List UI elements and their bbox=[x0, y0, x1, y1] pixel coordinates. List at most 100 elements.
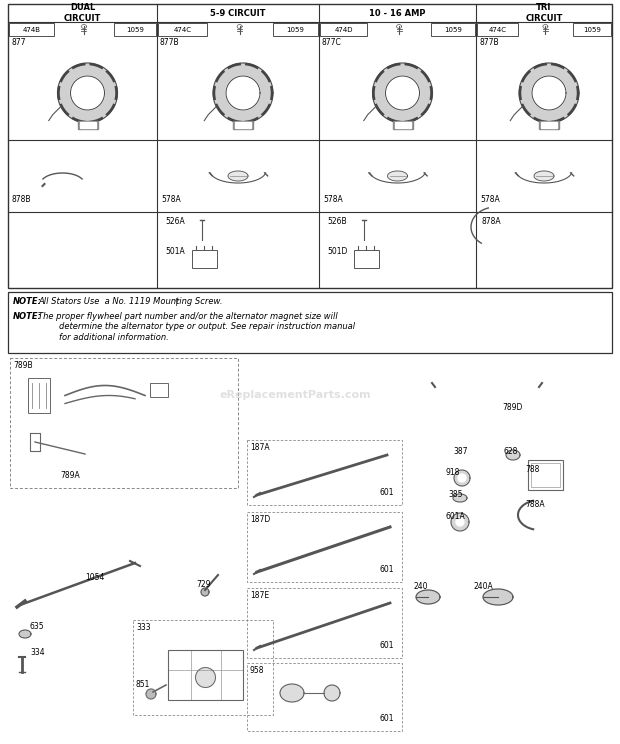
Polygon shape bbox=[458, 474, 466, 482]
Polygon shape bbox=[78, 121, 97, 129]
Polygon shape bbox=[483, 589, 513, 605]
Polygon shape bbox=[541, 122, 557, 128]
Polygon shape bbox=[416, 590, 440, 604]
Text: 601A: 601A bbox=[445, 512, 465, 521]
Text: 877: 877 bbox=[11, 38, 25, 47]
Text: TRI
CIRCUIT: TRI CIRCUIT bbox=[525, 3, 563, 23]
Bar bbox=[477, 23, 518, 36]
Polygon shape bbox=[539, 121, 559, 129]
Polygon shape bbox=[386, 76, 420, 110]
Text: 1059: 1059 bbox=[583, 27, 601, 33]
Text: 385: 385 bbox=[448, 490, 463, 499]
Bar bbox=[247, 512, 402, 582]
Bar bbox=[320, 23, 367, 36]
Text: 851: 851 bbox=[136, 680, 151, 689]
Polygon shape bbox=[233, 121, 253, 129]
Text: 474D: 474D bbox=[334, 27, 353, 33]
Text: 958: 958 bbox=[250, 666, 265, 675]
Text: 601: 601 bbox=[380, 488, 394, 497]
Bar bbox=[114, 23, 156, 36]
Text: 635: 635 bbox=[30, 622, 45, 631]
Text: eReplacementParts.com: eReplacementParts.com bbox=[219, 390, 371, 400]
Bar bbox=[133, 620, 273, 715]
Text: 187E: 187E bbox=[250, 591, 269, 600]
Text: 240: 240 bbox=[413, 582, 428, 591]
Text: 788A: 788A bbox=[525, 500, 544, 509]
Polygon shape bbox=[195, 667, 216, 687]
Bar bbox=[9, 23, 54, 36]
Text: 187A: 187A bbox=[250, 443, 270, 452]
Text: 501A: 501A bbox=[165, 247, 185, 256]
Polygon shape bbox=[324, 685, 340, 701]
Text: 187D: 187D bbox=[250, 515, 270, 524]
Bar bbox=[10, 358, 238, 488]
Text: 628: 628 bbox=[503, 447, 517, 456]
Text: NOTE:: NOTE: bbox=[13, 312, 42, 321]
Polygon shape bbox=[534, 171, 554, 181]
Text: 334: 334 bbox=[30, 648, 45, 657]
Bar bbox=[247, 663, 402, 731]
Bar bbox=[354, 250, 379, 268]
Polygon shape bbox=[456, 518, 464, 526]
Bar bbox=[168, 650, 243, 700]
Text: 601: 601 bbox=[380, 714, 394, 723]
Polygon shape bbox=[519, 63, 579, 123]
Polygon shape bbox=[228, 171, 248, 181]
Bar bbox=[531, 463, 560, 487]
Polygon shape bbox=[453, 494, 467, 502]
Text: 578A: 578A bbox=[480, 195, 500, 204]
Text: 789B: 789B bbox=[13, 361, 33, 370]
Polygon shape bbox=[454, 470, 470, 486]
Bar bbox=[573, 23, 611, 36]
Text: 474C: 474C bbox=[489, 27, 507, 33]
Text: 578A: 578A bbox=[323, 195, 343, 204]
Text: 526A: 526A bbox=[165, 217, 185, 226]
Polygon shape bbox=[19, 630, 31, 638]
Text: 5-9 CIRCUIT: 5-9 CIRCUIT bbox=[210, 8, 266, 18]
Text: 601: 601 bbox=[380, 641, 394, 650]
Polygon shape bbox=[201, 588, 209, 596]
Text: 918: 918 bbox=[446, 468, 461, 477]
Text: 877B: 877B bbox=[479, 38, 498, 47]
Text: DUAL
CIRCUIT: DUAL CIRCUIT bbox=[64, 3, 101, 23]
Text: 333: 333 bbox=[136, 623, 151, 632]
Text: 474C: 474C bbox=[174, 27, 192, 33]
Text: 878B: 878B bbox=[12, 195, 32, 204]
Text: 1059: 1059 bbox=[126, 27, 144, 33]
Bar bbox=[192, 250, 217, 268]
Text: 526B: 526B bbox=[327, 217, 347, 226]
Polygon shape bbox=[388, 171, 407, 181]
Text: 789A: 789A bbox=[60, 471, 80, 480]
Bar bbox=[431, 23, 475, 36]
Text: All Stators Use  a No. 1119 Mounting Screw.: All Stators Use a No. 1119 Mounting Scre… bbox=[38, 297, 223, 306]
Polygon shape bbox=[235, 122, 251, 128]
Polygon shape bbox=[79, 122, 95, 128]
Text: 877C: 877C bbox=[322, 38, 342, 47]
Text: 601: 601 bbox=[380, 565, 394, 574]
Polygon shape bbox=[226, 76, 260, 110]
Polygon shape bbox=[506, 450, 520, 460]
Text: 878A: 878A bbox=[481, 217, 500, 226]
Bar bbox=[158, 23, 206, 36]
Text: 1054: 1054 bbox=[85, 573, 104, 582]
Bar bbox=[8, 292, 612, 353]
Text: 10 - 16 AMP: 10 - 16 AMP bbox=[370, 8, 426, 18]
Polygon shape bbox=[71, 76, 105, 110]
Bar bbox=[28, 378, 50, 413]
Bar bbox=[8, 4, 612, 288]
Text: 877B: 877B bbox=[160, 38, 180, 47]
Polygon shape bbox=[394, 122, 410, 128]
Text: 387: 387 bbox=[453, 447, 467, 456]
Polygon shape bbox=[213, 63, 273, 123]
Text: 789D: 789D bbox=[502, 403, 523, 412]
Bar bbox=[247, 588, 402, 658]
Text: 474B: 474B bbox=[22, 27, 40, 33]
Polygon shape bbox=[280, 684, 304, 702]
Bar bbox=[528, 460, 563, 490]
Polygon shape bbox=[392, 121, 412, 129]
Text: 578A: 578A bbox=[161, 195, 181, 204]
Polygon shape bbox=[532, 76, 566, 110]
Text: 729: 729 bbox=[196, 580, 211, 589]
Text: 240A: 240A bbox=[473, 582, 493, 591]
Polygon shape bbox=[146, 689, 156, 699]
